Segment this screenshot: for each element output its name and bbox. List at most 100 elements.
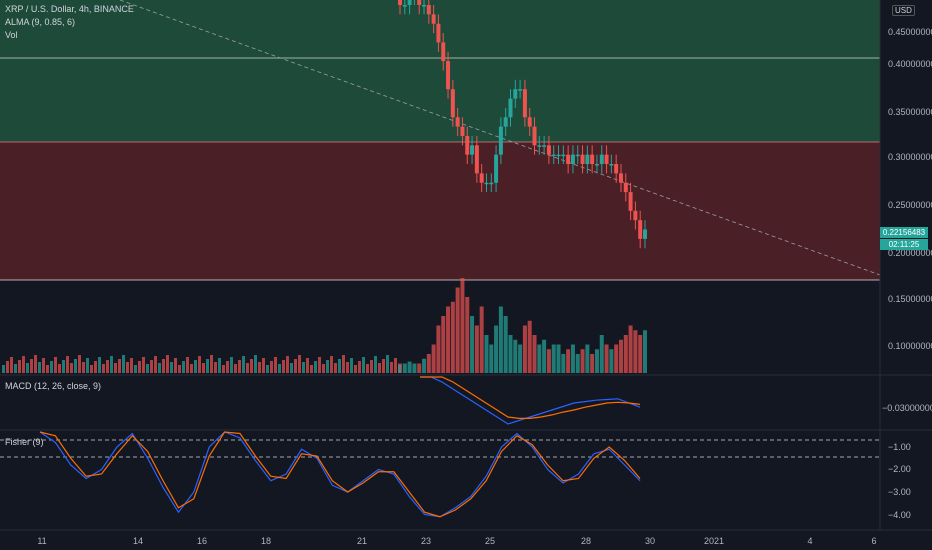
volume-bar bbox=[66, 356, 69, 373]
candle-body bbox=[623, 182, 628, 193]
candle-body bbox=[479, 173, 484, 183]
volume-bar bbox=[479, 306, 484, 373]
candle-body bbox=[431, 14, 436, 24]
volume-bar bbox=[378, 363, 381, 373]
candle-body bbox=[460, 126, 465, 136]
volume-bar bbox=[518, 344, 523, 373]
current-price-tag: 0.22156483 bbox=[880, 227, 928, 238]
fisher-line bbox=[39, 431, 641, 518]
time-tick: 6 bbox=[871, 536, 877, 546]
volume-bar bbox=[6, 361, 9, 373]
candle-body bbox=[441, 42, 446, 62]
volume-bar bbox=[210, 355, 213, 373]
volume-bar bbox=[318, 357, 321, 373]
volume-bar bbox=[306, 358, 309, 373]
volume-bar bbox=[266, 365, 269, 373]
volume-bar bbox=[74, 359, 77, 373]
time-tick: 2021 bbox=[703, 536, 725, 546]
candle-body bbox=[422, 5, 427, 7]
fisher-legend: Fisher (9) bbox=[5, 437, 44, 447]
volume-bar bbox=[474, 325, 479, 373]
volume-bar bbox=[218, 358, 221, 373]
candle-body bbox=[643, 229, 647, 239]
volume-bar bbox=[118, 359, 121, 373]
volume-bar bbox=[182, 361, 185, 373]
volume-bar bbox=[503, 316, 508, 373]
volume-bar bbox=[561, 354, 566, 373]
volume-bars bbox=[2, 278, 647, 373]
candle-body bbox=[590, 154, 595, 165]
volume-bar bbox=[470, 316, 475, 373]
volume-bar bbox=[234, 364, 237, 373]
volume-bar bbox=[130, 358, 133, 373]
volume-bar bbox=[334, 363, 337, 373]
volume-bar bbox=[26, 363, 29, 373]
candle-body bbox=[575, 154, 580, 157]
volume-bar bbox=[417, 363, 422, 373]
volume-bar bbox=[238, 360, 241, 373]
macd-legend: MACD (12, 26, close, 9) bbox=[5, 381, 102, 391]
volume-bar bbox=[14, 364, 17, 373]
volume-bar bbox=[522, 325, 527, 373]
volume-bar bbox=[633, 330, 638, 373]
volume-bar bbox=[314, 361, 317, 373]
candle-body bbox=[566, 154, 571, 165]
volume-bar bbox=[465, 297, 470, 373]
volume-bar bbox=[398, 365, 401, 373]
volume-bar bbox=[436, 325, 441, 373]
volume-bar bbox=[62, 360, 65, 373]
volume-bar bbox=[455, 287, 460, 373]
volume-bar bbox=[498, 306, 503, 373]
volume-bar bbox=[551, 344, 556, 373]
candle-body bbox=[417, 0, 422, 5]
volume-bar bbox=[422, 358, 427, 373]
trend-line bbox=[119, 0, 881, 276]
candle-body bbox=[561, 154, 566, 157]
volume-bar bbox=[154, 356, 157, 373]
volume-bar bbox=[489, 344, 494, 373]
volume-bar bbox=[643, 330, 647, 373]
volume-bar bbox=[254, 355, 257, 373]
volume-bar bbox=[338, 359, 341, 373]
volume-bar bbox=[258, 362, 261, 373]
volume-bar bbox=[82, 362, 85, 373]
candle-body bbox=[518, 89, 523, 91]
currency-tag[interactable]: USD bbox=[892, 5, 915, 16]
vol-legend: Vol bbox=[5, 30, 18, 40]
volume-bar bbox=[274, 357, 277, 373]
price-tick: 0.25000000 bbox=[888, 200, 932, 210]
volume-bar bbox=[623, 335, 628, 373]
price-tick: 0.20000000 bbox=[888, 248, 932, 258]
volume-bar bbox=[142, 357, 145, 373]
volume-bar bbox=[594, 349, 599, 373]
volume-bar bbox=[190, 364, 193, 373]
volume-bar bbox=[446, 306, 451, 373]
price-tick: 0.30000000 bbox=[888, 152, 932, 162]
volume-bar bbox=[34, 355, 37, 373]
volume-bar bbox=[102, 364, 105, 373]
volume-bar bbox=[570, 344, 575, 373]
volume-bar bbox=[158, 363, 161, 373]
volume-bar bbox=[206, 359, 209, 373]
volume-bar bbox=[278, 364, 281, 373]
candle-body bbox=[532, 126, 537, 146]
volume-bar bbox=[638, 335, 643, 373]
volume-bar bbox=[537, 344, 542, 373]
volume-bar bbox=[618, 339, 623, 373]
candle-body bbox=[407, 0, 412, 5]
volume-bar bbox=[330, 356, 333, 373]
time-tick: 25 bbox=[484, 536, 496, 546]
candle-body bbox=[551, 154, 556, 157]
volume-bar bbox=[298, 355, 301, 373]
candle-body bbox=[465, 135, 470, 155]
price-tick: 0.40000000 bbox=[888, 59, 932, 69]
countdown-tag: 02:11:25 bbox=[880, 239, 928, 250]
volume-bar bbox=[342, 355, 345, 373]
macd-tick: −0.03000000 bbox=[882, 403, 932, 413]
candle-body bbox=[580, 154, 585, 165]
volume-bar bbox=[134, 365, 137, 373]
volume-bar bbox=[98, 357, 101, 373]
volume-bar bbox=[174, 358, 177, 373]
volume-bar bbox=[426, 354, 431, 373]
candle-body bbox=[594, 164, 599, 166]
